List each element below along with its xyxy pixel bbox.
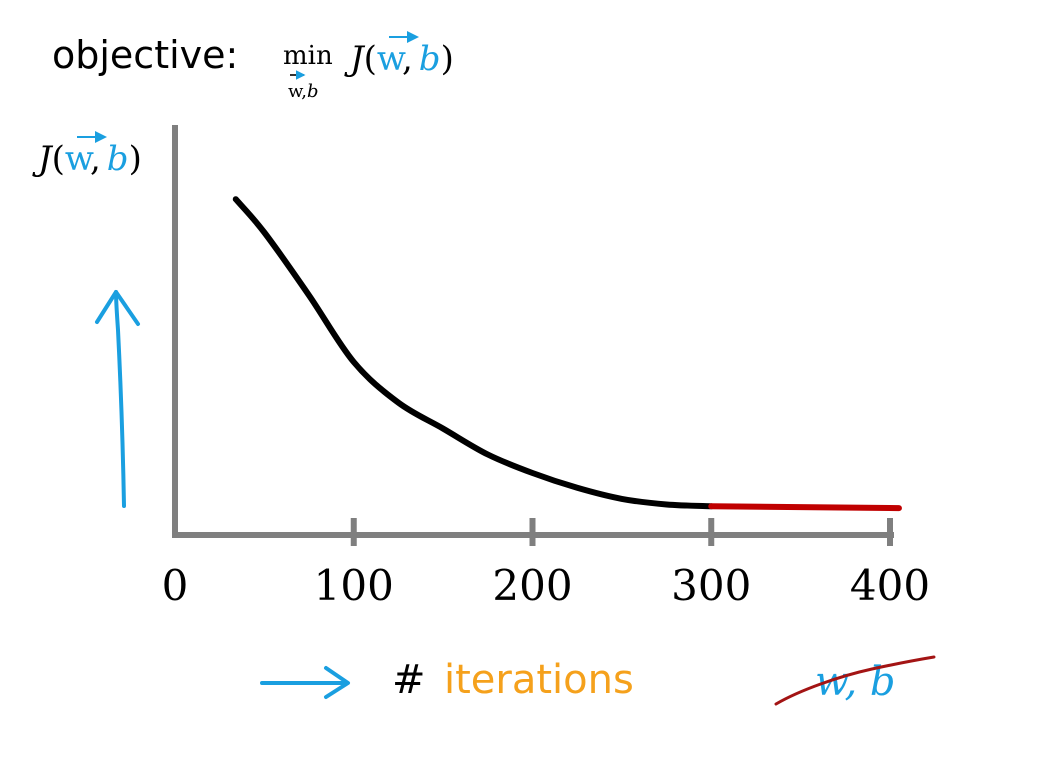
objective-w: w (377, 39, 406, 79)
cost-curve-converged (708, 503, 902, 512)
y-label-close-paren: ) (129, 139, 142, 179)
objective-label: objective: (52, 33, 238, 77)
x-label-iterations: iterations (444, 657, 634, 703)
series-layer (232, 196, 902, 512)
strike-through-icon (774, 655, 936, 706)
y-label-w: w (65, 139, 94, 179)
cost-curve-decreasing (232, 196, 715, 510)
hand-drawn-right-arrow-icon (260, 666, 350, 699)
y-label-b: b (107, 139, 129, 179)
objective-title: objective: min w,b J(w, b) (52, 31, 454, 102)
x-tick-label-300: 300 (671, 561, 751, 610)
objective-close-paren: ) (441, 39, 454, 79)
y-label-comma: , (90, 139, 101, 179)
x-axis-ticks (350, 518, 893, 546)
y-axis-label: J(w, b) (32, 131, 142, 179)
x-tick-label-400: 400 (850, 561, 930, 610)
y-label-open-paren: ( (52, 139, 65, 179)
x-tick-label-0: 0 (162, 561, 189, 610)
x-tick-label-100: 100 (314, 561, 394, 610)
x-axis-tick-labels: 0 100 200 300 400 (162, 561, 930, 610)
min-operator: min (283, 41, 333, 71)
x-tick-label-200: 200 (492, 561, 572, 610)
objective-comma: , (402, 39, 413, 79)
crossed-out-params: w, b (774, 655, 936, 706)
objective-open-paren: ( (364, 39, 377, 79)
hand-drawn-up-arrow-icon (95, 290, 140, 508)
y-label-func-name: J (32, 139, 54, 179)
x-label-hash: # (392, 657, 426, 703)
objective-function: J(w, b) (344, 39, 454, 79)
min-subscript-b: b (307, 81, 319, 102)
min-subscript: w,b (288, 81, 319, 102)
objective-func-name: J (344, 39, 366, 79)
y-label-function: J(w, b) (32, 139, 142, 179)
x-axis-label: # iterations (260, 657, 634, 703)
min-subscript-sep: , (301, 81, 307, 102)
min-subscript-w: w (288, 81, 304, 102)
objective-b: b (419, 39, 441, 79)
